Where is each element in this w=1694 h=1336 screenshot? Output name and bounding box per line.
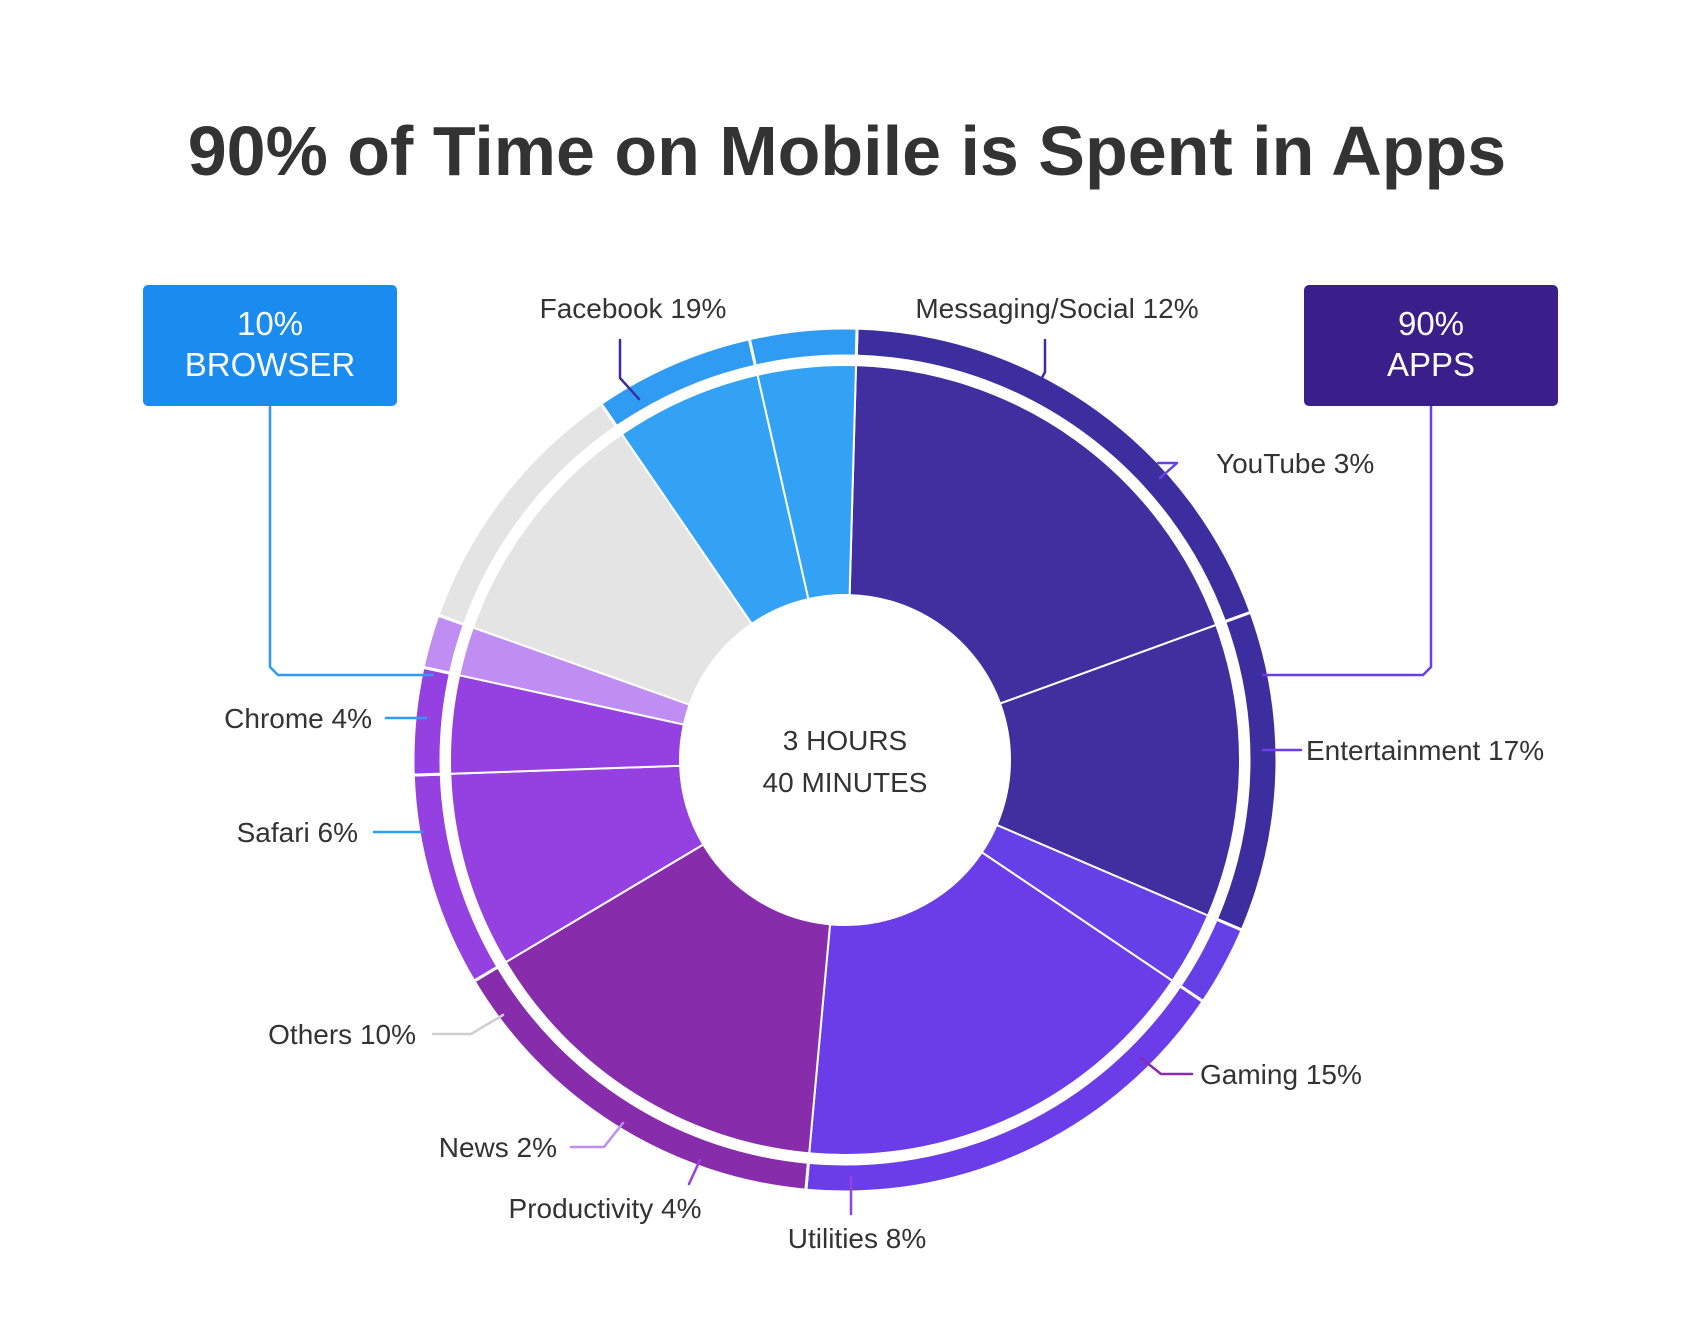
slice-facebook [848,364,1218,705]
leader-line-youtube [1156,461,1179,480]
group-ring [411,326,1279,1194]
group-boxes: 90% APPS 10% BROWSER [143,285,1558,677]
leader-line-gaming [1139,1056,1194,1076]
group-connector-browser [268,406,434,677]
slice-label-safari: Safari 6% [237,817,358,848]
slice-label-others: Others 10% [268,1019,416,1050]
group-label-browser-line-1: 10% [237,305,303,342]
ring-segment-chrome [747,326,859,368]
group-connector-apps [1262,406,1433,677]
group-label-browser-line-2: BROWSER [185,346,356,383]
chart-title: 90% of Time on Mobile is Spent in Apps [188,112,1506,190]
leader-line-messaging [1035,338,1047,389]
slice-label-messaging: Messaging/Social 12% [915,293,1198,324]
ring-segment-productivity [411,665,453,777]
group-box-browser [143,285,397,406]
slice-label-youtube: YouTube 3% [1216,448,1374,479]
slice-labels: Facebook 19% Messaging/Social 12% YouTube … [224,293,1544,1254]
leader-line-facebook [618,338,641,401]
leader-line-news [569,1121,625,1149]
leader-line-productivity [687,1158,702,1186]
center-label-line-2: 40 MINUTES [763,767,928,798]
center-label-line-1: 3 HOURS [783,725,907,756]
slice-label-chrome: Chrome 4% [224,703,372,734]
slice-label-entertainment: Entertainment 17% [1306,735,1544,766]
group-label-apps-line-2: APPS [1387,346,1475,383]
slice-label-productivity: Productivity 4% [509,1193,702,1224]
slice-label-news: News 2% [439,1132,557,1163]
leader-lines [372,338,1303,1216]
slice-label-facebook: Facebook 19% [540,293,727,324]
slice-label-utilities: Utilities 8% [788,1223,926,1254]
group-box-apps [1304,285,1558,406]
slice-label-gaming: Gaming 15% [1200,1059,1362,1090]
donut-hole [680,595,1010,925]
group-label-apps-line-1: 90% [1398,305,1464,342]
leader-line-others [431,1013,505,1036]
slice-wedges [449,364,1241,1156]
slice-messaging [995,623,1241,917]
